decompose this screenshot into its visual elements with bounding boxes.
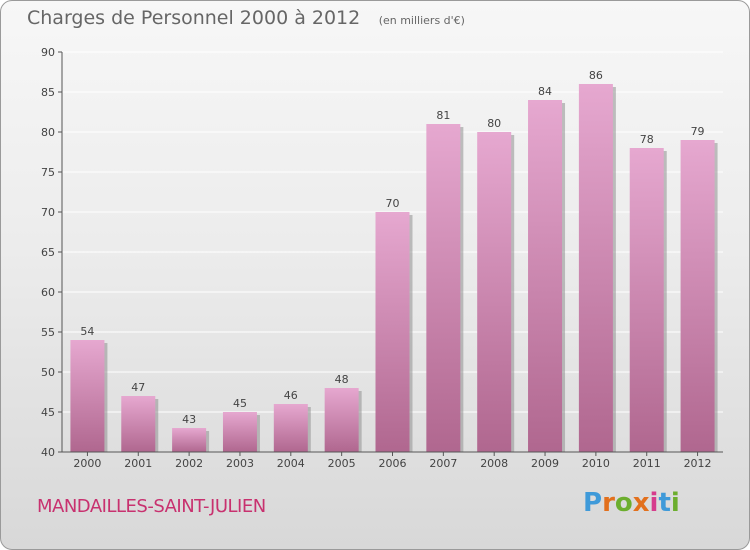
x-tick-label: 2000 (73, 457, 101, 470)
x-tick-label: 2003 (226, 457, 254, 470)
y-tick-label: 80 (41, 126, 55, 139)
bar-value-label: 48 (335, 373, 349, 386)
bar (375, 212, 410, 452)
bar (324, 388, 359, 452)
logo-letter: r (602, 488, 615, 518)
bar (680, 140, 715, 452)
x-tick-label: 2009 (531, 457, 559, 470)
y-tick-label: 85 (41, 86, 55, 99)
labels: 40 45 50 55 60 65 70 75 80 85 90 54 2000 47 2001 43 2002… (41, 46, 712, 470)
x-tick-label: 2005 (328, 457, 356, 470)
bar-value-label: 47 (131, 381, 145, 394)
bar-value-label: 54 (80, 325, 94, 338)
bar (477, 132, 512, 452)
chart-title: Charges de Personnel 2000 à 2012 (27, 7, 361, 29)
bar (578, 84, 613, 452)
bar-value-label: 84 (538, 85, 552, 98)
logo-letter: t (658, 488, 671, 518)
bar-value-label: 43 (182, 413, 196, 426)
logo-letter: o (614, 488, 633, 518)
bar-value-label: 70 (386, 197, 400, 210)
axes (58, 51, 723, 456)
bar (121, 396, 156, 452)
bar (273, 404, 308, 452)
x-tick-label: 2001 (124, 457, 152, 470)
chart-title-block: Charges de Personnel 2000 à 2012 (en mil… (27, 7, 465, 29)
logo-letter: x (632, 488, 650, 518)
bar-value-label: 45 (233, 397, 247, 410)
bar (222, 412, 257, 452)
x-tick-label: 2004 (277, 457, 305, 470)
bar-value-label: 79 (691, 125, 705, 138)
bar-value-label: 81 (436, 109, 450, 122)
x-tick-label: 2011 (633, 457, 661, 470)
y-tick-label: 60 (41, 286, 55, 299)
y-tick-label: 45 (41, 406, 55, 419)
bar (70, 340, 105, 452)
logo-letter: P (583, 488, 603, 518)
x-tick-label: 2012 (684, 457, 712, 470)
logo-letter: i (670, 488, 680, 518)
bar-value-label: 46 (284, 389, 298, 402)
y-tick-label: 40 (41, 446, 55, 459)
x-tick-label: 2002 (175, 457, 203, 470)
x-tick-label: 2010 (582, 457, 610, 470)
y-tick-label: 65 (41, 246, 55, 259)
y-tick-label: 70 (41, 206, 55, 219)
bar-value-label: 80 (487, 117, 501, 130)
bar (528, 100, 563, 452)
bar (172, 428, 207, 452)
chart-subtitle: (en milliers d'€) (378, 14, 465, 27)
x-tick-label: 2008 (480, 457, 508, 470)
bar (629, 148, 664, 452)
y-tick-label: 50 (41, 366, 55, 379)
y-tick-label: 55 (41, 326, 55, 339)
logo-letter: i (649, 488, 659, 518)
y-tick-label: 90 (41, 46, 55, 59)
x-tick-label: 2007 (429, 457, 457, 470)
bars (70, 84, 718, 452)
proxiti-logo: Proxiti (583, 488, 680, 518)
commune-name: MANDAILLES-SAINT-JULIEN (37, 496, 266, 517)
x-tick-label: 2006 (379, 457, 407, 470)
bar-value-label: 78 (640, 133, 654, 146)
bar-value-label: 86 (589, 69, 603, 82)
bar (426, 124, 461, 452)
y-tick-label: 75 (41, 166, 55, 179)
